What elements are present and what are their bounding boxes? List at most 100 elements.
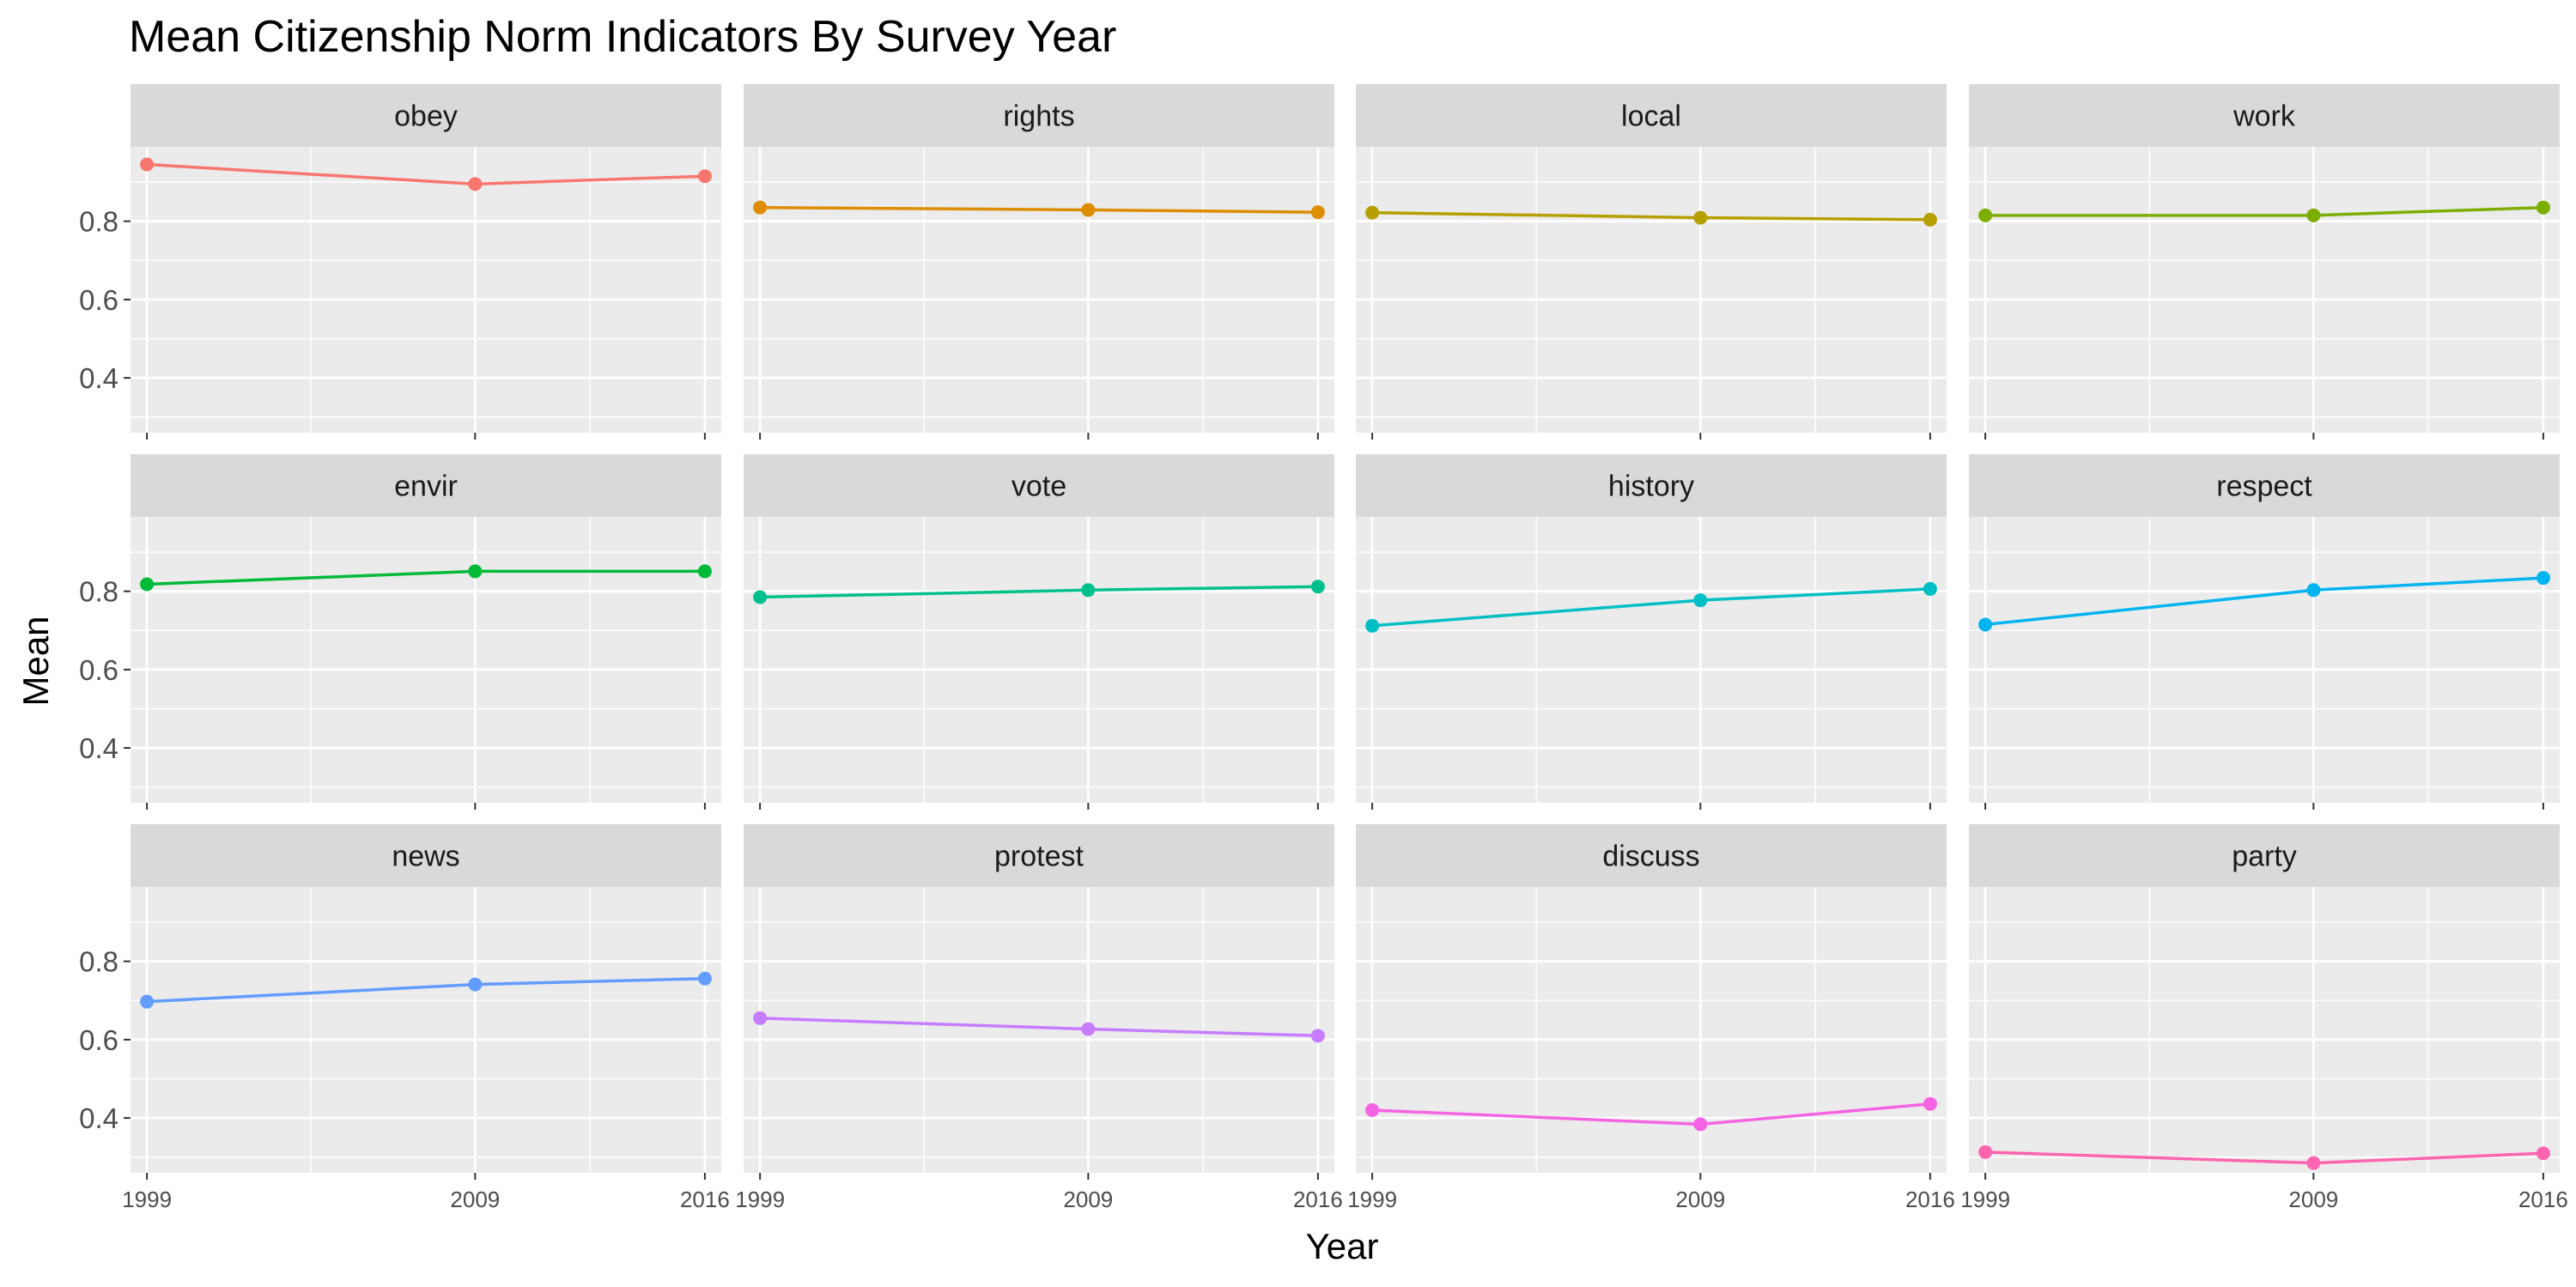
facet-strip-label: history [1608,470,1694,503]
data-point-party-2009 [2306,1156,2321,1170]
panel-background [744,147,1334,433]
facet-panel-obey: obey 0.4 0.6 0.8 [79,84,721,440]
data-point-history-1999 [1365,618,1380,633]
y-tick-label: 0.8 [79,946,118,978]
data-point-news-2016 [697,971,712,986]
data-point-protest-1999 [753,1011,768,1025]
x-tick-label: 1999 [1347,1187,1397,1212]
y-tick-label: 0.8 [79,576,118,608]
data-point-history-2009 [1693,593,1708,608]
panel-background [744,887,1334,1173]
data-point-work-1999 [1978,208,1993,222]
x-tick-label: 2016 [680,1187,730,1212]
facet-strip-label: work [2233,100,2296,133]
data-point-obey-1999 [140,157,155,172]
data-point-obey-2009 [468,177,483,191]
data-point-party-1999 [1978,1144,1993,1159]
facet-strip [1969,454,2560,517]
panel-background [1969,887,2560,1173]
x-tick-label: 2009 [450,1187,500,1212]
y-tick-label: 0.6 [79,654,118,686]
x-tick-label: 2009 [1675,1187,1725,1212]
facet-strip [131,84,721,147]
data-point-envir-2009 [468,564,483,579]
facet-strip [744,824,1334,887]
facet-strip [131,454,721,517]
data-point-vote-1999 [753,590,768,604]
data-point-envir-1999 [140,577,155,592]
panel-background [1356,517,1947,803]
facet-panel-news: news 0.4 0.6 0.8 1999 2009 2016 [79,824,730,1212]
facet-strip [744,454,1334,517]
data-point-protest-2009 [1081,1022,1096,1036]
data-point-protest-2016 [1310,1029,1325,1043]
data-point-news-2009 [468,977,483,992]
facet-panel-envir: envir 0.4 0.6 0.8 [79,454,721,810]
data-point-discuss-1999 [1365,1103,1380,1118]
facet-strip-label: obey [394,100,458,133]
data-point-respect-2009 [2306,583,2321,598]
facet-panel-history: history [1356,454,1947,810]
data-point-envir-2016 [697,564,712,579]
facet-strip-label: protest [994,841,1084,873]
panel-background [744,517,1334,803]
data-point-party-2016 [2536,1146,2550,1161]
panel-background [1356,147,1947,433]
facet-panel-vote: vote [744,454,1334,810]
facet-strip-label: party [2232,841,2297,873]
chart-title: Mean Citizenship Norm Indicators By Surv… [129,12,1116,62]
data-point-respect-2016 [2536,571,2550,586]
facet-strip [1356,824,1947,887]
x-tick-label: 1999 [735,1187,785,1212]
facet-panel-discuss: discuss 1999 2009 2016 [1347,824,1955,1212]
panel-background [1356,887,1947,1173]
facet-panel-party: party 1999 2009 2016 [1960,824,2568,1212]
facet-strip [1356,84,1947,147]
x-tick-label: 2016 [1905,1187,1955,1212]
facet-strip-label: discuss [1602,841,1699,873]
data-point-news-1999 [140,994,155,1009]
data-point-rights-1999 [753,200,768,215]
data-point-discuss-2016 [1923,1096,1937,1111]
data-point-vote-2009 [1081,583,1096,598]
y-tick-label: 0.8 [79,206,118,238]
facet-strip [131,824,721,887]
y-tick-label: 0.6 [79,284,118,316]
facet-panel-protest: protest 1999 2009 2016 [735,824,1343,1212]
data-point-obey-2016 [697,169,712,184]
x-tick-label: 1999 [122,1187,172,1212]
y-tick-label: 0.4 [79,362,118,394]
facet-strip [744,84,1334,147]
data-point-vote-2016 [1310,580,1325,594]
data-point-respect-1999 [1978,617,1993,632]
facet-strip-label: rights [1003,100,1074,133]
x-axis-title: Year [1306,1226,1379,1266]
facet-strip [1969,84,2560,147]
facet-panels: obey 0.4 0.6 0.8 rights local work envir 0.4 0.6 0… [79,84,2568,1212]
data-point-rights-2009 [1081,203,1096,217]
facet-strip [1356,454,1947,517]
panel-background [131,887,721,1173]
panel-background [131,517,721,803]
facet-strip-label: envir [394,470,458,503]
x-tick-label: 2016 [2518,1187,2568,1212]
data-point-discuss-2009 [1693,1117,1708,1132]
data-point-work-2009 [2306,208,2321,222]
facet-strip-label: vote [1012,470,1066,503]
y-tick-label: 0.6 [79,1024,118,1056]
facet-strip [1969,824,2560,887]
data-point-rights-2016 [1310,205,1325,220]
y-tick-label: 0.4 [79,732,118,764]
panel-background [131,147,721,433]
x-tick-label: 2009 [1063,1187,1113,1212]
y-tick-label: 0.4 [79,1102,118,1134]
facet-strip-label: news [392,841,459,873]
y-axis-title: Mean [15,616,56,706]
facet-panel-rights: rights [744,84,1334,440]
data-point-local-1999 [1365,205,1380,220]
x-tick-label: 1999 [1960,1187,2010,1212]
facet-panel-respect: respect [1969,454,2560,810]
panel-background [1969,517,2560,803]
data-point-history-2016 [1923,581,1937,596]
